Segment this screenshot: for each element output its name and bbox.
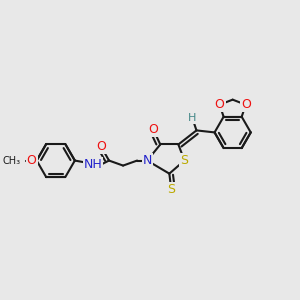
Text: O: O xyxy=(96,140,106,153)
Text: S: S xyxy=(180,154,188,167)
Text: O: O xyxy=(27,154,37,167)
Text: O: O xyxy=(214,98,224,111)
Text: H: H xyxy=(188,113,196,123)
Text: O: O xyxy=(241,98,251,111)
Text: CH₃: CH₃ xyxy=(2,156,21,166)
Text: S: S xyxy=(167,183,175,196)
Text: NH: NH xyxy=(84,158,102,171)
Text: N: N xyxy=(142,154,152,167)
Text: O: O xyxy=(148,123,158,136)
